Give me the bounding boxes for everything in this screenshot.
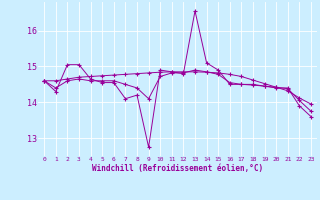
X-axis label: Windchill (Refroidissement éolien,°C): Windchill (Refroidissement éolien,°C) bbox=[92, 164, 263, 173]
